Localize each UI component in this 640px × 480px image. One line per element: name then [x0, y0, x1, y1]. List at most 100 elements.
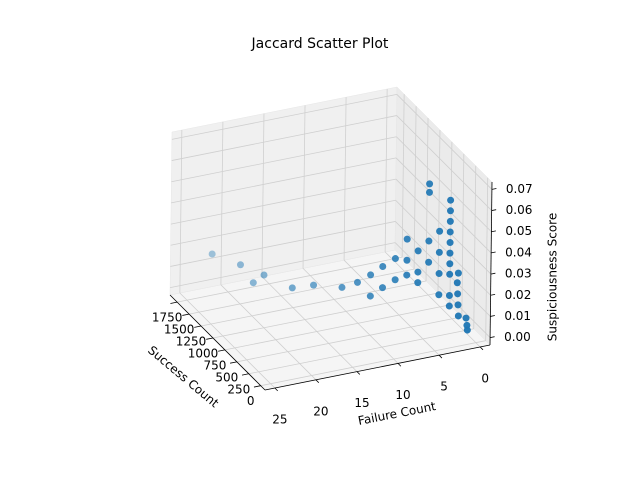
grid-line — [395, 157, 492, 254]
z-axis-line — [489, 181, 493, 346]
point — [445, 302, 453, 310]
point — [446, 239, 454, 247]
point — [379, 262, 387, 270]
y-tick-label: 1750 — [152, 311, 183, 325]
x-tick-label: 0 — [481, 371, 489, 385]
z-tick-label: 0.05 — [505, 224, 532, 238]
point — [453, 279, 461, 287]
point — [446, 217, 454, 225]
z-tick-label: 0.00 — [504, 330, 531, 344]
tick-mark — [491, 230, 496, 233]
point — [446, 260, 454, 268]
y-tick-label: 1000 — [188, 346, 219, 360]
point — [288, 284, 296, 292]
tick-mark — [253, 385, 261, 388]
point — [236, 261, 244, 269]
grid-line — [248, 328, 474, 375]
y-tick-label: 0 — [247, 394, 255, 408]
tick-mark — [490, 293, 496, 296]
grid-line — [171, 157, 397, 204]
y-tick-label: 500 — [215, 370, 238, 384]
tick-mark — [479, 346, 484, 351]
grid-line — [170, 221, 396, 267]
tick-mark — [274, 387, 278, 392]
tick-mark — [194, 325, 202, 328]
grid-line — [396, 136, 492, 233]
point — [425, 237, 433, 245]
point — [462, 314, 470, 322]
grid-line — [171, 115, 397, 161]
grid-line — [179, 130, 183, 294]
grid-line — [343, 259, 440, 356]
grid-line — [395, 199, 491, 296]
point — [463, 326, 471, 334]
point — [435, 248, 443, 256]
grid-line — [170, 178, 396, 225]
point — [446, 249, 454, 257]
tick-mark — [218, 349, 225, 352]
grid-line — [171, 94, 397, 140]
point — [414, 268, 422, 276]
y-axis-line — [169, 294, 266, 391]
grid-line — [177, 256, 403, 303]
point — [425, 258, 433, 266]
tick-mark — [491, 209, 497, 211]
point — [425, 188, 433, 196]
grid-line — [425, 118, 429, 282]
point — [403, 256, 411, 264]
point — [403, 271, 411, 279]
grid-line — [171, 136, 397, 183]
point — [338, 283, 346, 291]
point — [366, 292, 374, 300]
x-tick-label: 5 — [440, 380, 448, 394]
tick-mark — [315, 379, 320, 383]
grid-line — [384, 88, 388, 252]
x-axis-line — [264, 344, 491, 391]
point — [403, 235, 411, 243]
x-tick-label: 10 — [395, 388, 410, 402]
tick-mark — [230, 361, 237, 364]
y-tick-label: 1500 — [164, 323, 195, 337]
grid-line — [212, 292, 439, 339]
point — [260, 271, 268, 279]
y-tick-label: 1250 — [176, 335, 207, 349]
grid-line — [261, 276, 358, 372]
grid-line — [189, 268, 415, 315]
point — [414, 279, 422, 287]
grid-line — [170, 199, 396, 246]
point — [249, 279, 257, 287]
grid-line — [179, 292, 276, 389]
point — [436, 227, 444, 235]
grid-line — [302, 268, 399, 364]
point — [454, 312, 462, 320]
x-tick-label: 20 — [313, 404, 328, 418]
point — [391, 276, 399, 284]
point — [447, 196, 455, 204]
point — [454, 290, 462, 298]
grid-line — [396, 115, 492, 211]
z-tick-label: 0.06 — [506, 203, 533, 217]
grid-line — [224, 304, 450, 351]
grid-line — [236, 316, 462, 363]
chart-title: Jaccard Scatter Plot — [251, 36, 389, 52]
grid-line — [485, 177, 489, 341]
grid-line — [395, 178, 492, 275]
point — [391, 255, 399, 263]
point — [426, 180, 434, 188]
point — [435, 270, 443, 278]
point — [208, 250, 216, 258]
grid-line — [437, 129, 441, 293]
tick-mark — [491, 188, 497, 190]
grid-line — [220, 284, 317, 381]
point — [310, 281, 318, 289]
grid-line — [413, 106, 417, 270]
point — [367, 271, 375, 279]
grid-line — [170, 242, 396, 288]
point — [414, 247, 422, 255]
panes — [169, 86, 497, 392]
grid-line — [473, 165, 477, 329]
point — [454, 301, 462, 309]
tick-mark — [241, 373, 249, 376]
z-tick-label: 0.03 — [505, 267, 532, 281]
